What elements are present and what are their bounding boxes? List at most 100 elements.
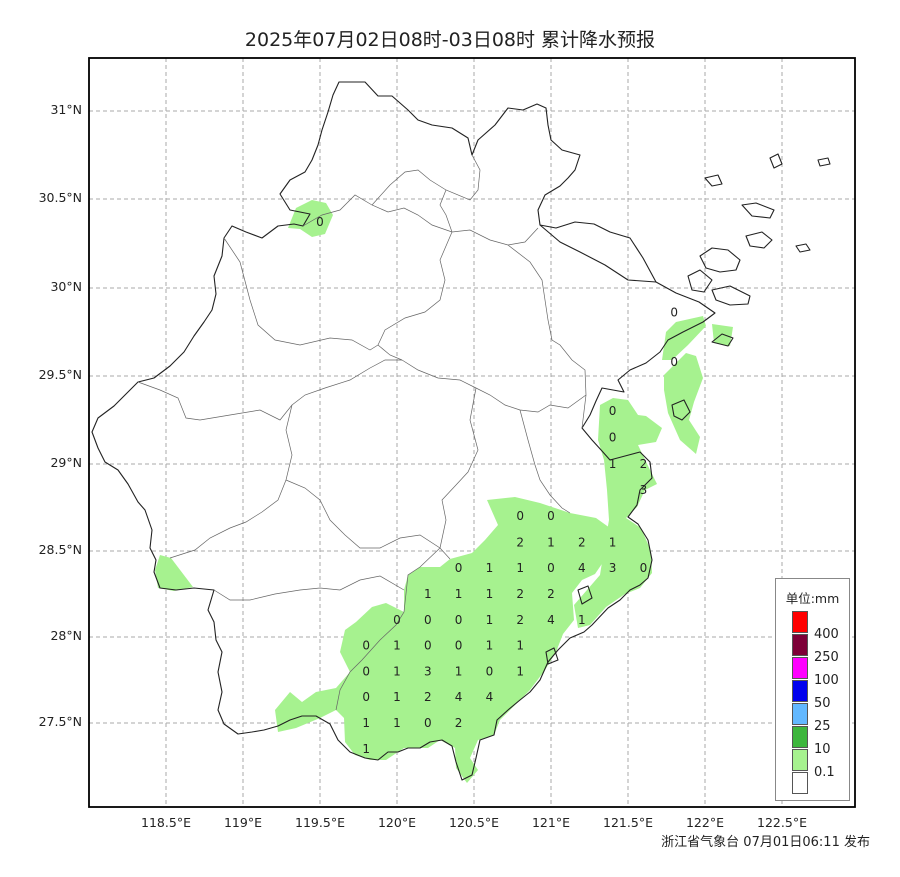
station-value: 0 (640, 561, 648, 575)
station-value: 2 (455, 716, 463, 730)
island-east-3 (795, 243, 811, 253)
station-value: 2 (424, 690, 432, 704)
station-value: 0 (516, 509, 524, 523)
legend-label-100: 100 (814, 673, 839, 688)
lon-label-121: 121°E (531, 815, 570, 830)
station-value: 1 (455, 587, 463, 601)
station-value: 3 (424, 664, 432, 678)
rain-area-ningbo-north (662, 316, 706, 360)
station-value: 2 (516, 587, 524, 601)
island-xiangshan (671, 399, 691, 421)
station-value: 1 (578, 613, 586, 627)
map-title: 2025年07月02日08时-03日08时 累计降水预报 (244, 29, 656, 51)
island-zhoushan-3 (711, 285, 751, 306)
station-value: 0 (362, 690, 370, 704)
lon-label-120: 120°E (377, 815, 416, 830)
station-value: 2 (640, 457, 648, 471)
station-value: 1 (455, 664, 463, 678)
lon-label-119: 119°E (223, 815, 262, 830)
legend-title: 单位:mm (785, 591, 840, 606)
station-value: 1 (486, 639, 494, 653)
station-value: 0 (609, 431, 617, 445)
island-east-2 (817, 157, 831, 167)
lon-label-121-5: 121.5°E (603, 815, 653, 830)
station-value: 4 (547, 613, 555, 627)
station-value: 0 (455, 561, 463, 575)
city-boundary (439, 387, 479, 549)
station-value: 1 (609, 457, 617, 471)
station-value: 1 (516, 561, 524, 575)
city-boundary (371, 154, 481, 206)
island-zhoushan-2 (687, 269, 713, 293)
legend-label-400: 400 (814, 627, 839, 642)
rain-area-northwest (288, 200, 333, 237)
city-boundary (213, 575, 405, 601)
station-value: 0 (455, 613, 463, 627)
city-boundary (439, 189, 453, 233)
station-value: 1 (362, 716, 370, 730)
rain-area-taizhou-coast (574, 398, 662, 628)
station-value: 4 (486, 690, 494, 704)
city-boundary (335, 547, 441, 711)
island-east-1 (769, 153, 783, 169)
legend-swatch-400 (792, 611, 808, 633)
lat-label-31: 31°N (50, 102, 82, 117)
lat-label-29: 29°N (50, 455, 82, 470)
station-value: 1 (609, 535, 617, 549)
lon-label-122-5: 122.5°E (757, 815, 807, 830)
rain-area-south-main (275, 497, 610, 783)
city-boundary (507, 244, 587, 429)
station-value-layer: 0 0 0 0 0 1 2 3 0 0 2 1 2 1 0 1 1 0 4 3 0 1 1 1 2 2 0 0 0 1 2 4 1 0 1 0 0 1 1 0… (316, 215, 678, 756)
station-value: 1 (547, 535, 555, 549)
legend-swatch-100 (792, 657, 808, 679)
legend-label-10: 10 (814, 742, 831, 757)
legend-label-50: 50 (814, 696, 831, 711)
city-boundary (285, 479, 451, 560)
rain-area-xiangshan (664, 353, 703, 454)
legend-label-25: 25 (814, 719, 831, 734)
legend-swatch-none (792, 772, 808, 794)
legend-swatch-10 (792, 726, 808, 748)
island-dongtou (545, 647, 559, 665)
station-value: 1 (393, 690, 401, 704)
rain-area-southwest (155, 555, 193, 591)
lat-label-30: 30°N (50, 279, 82, 294)
station-value: 0 (486, 664, 494, 678)
station-value: 1 (424, 587, 432, 601)
station-value: 0 (393, 613, 401, 627)
city-boundary (223, 237, 379, 351)
lat-label-27-5: 27.5°N (38, 714, 82, 729)
city-boundary (401, 359, 587, 413)
city-boundary (377, 231, 453, 361)
station-value: 0 (424, 639, 432, 653)
station-value: 0 (424, 716, 432, 730)
station-value: 4 (578, 561, 586, 575)
island-zhoushan-6 (711, 333, 734, 347)
publisher-note: 浙江省气象台 07月01日06:11 发布 (661, 835, 870, 850)
station-value: 1 (393, 716, 401, 730)
legend-swatch-0-1 (792, 749, 808, 771)
lon-label-120-5: 120.5°E (449, 815, 499, 830)
map-frame (88, 57, 856, 808)
station-value: 1 (486, 587, 494, 601)
station-value: 0 (362, 664, 370, 678)
station-value: 0 (670, 355, 678, 369)
station-value: 1 (516, 664, 524, 678)
coast-hangzhou-bay (539, 224, 657, 283)
station-value: 0 (424, 613, 432, 627)
island-zhoushan-1 (699, 247, 741, 273)
lon-label-122: 122°E (685, 815, 724, 830)
station-value: 4 (455, 690, 463, 704)
legend-swatch-50 (792, 680, 808, 702)
legend-label-0-1: 0.1 (814, 765, 835, 780)
island-zhoushan-4 (745, 231, 773, 249)
station-value: 0 (455, 639, 463, 653)
city-boundary (169, 404, 293, 559)
station-value: 1 (486, 561, 494, 575)
island-zhoushan-5 (741, 202, 775, 219)
rain-area-0.1mm (155, 200, 733, 783)
city-boundary (137, 359, 402, 421)
city-boundary (302, 194, 539, 246)
station-value: 0 (362, 639, 370, 653)
